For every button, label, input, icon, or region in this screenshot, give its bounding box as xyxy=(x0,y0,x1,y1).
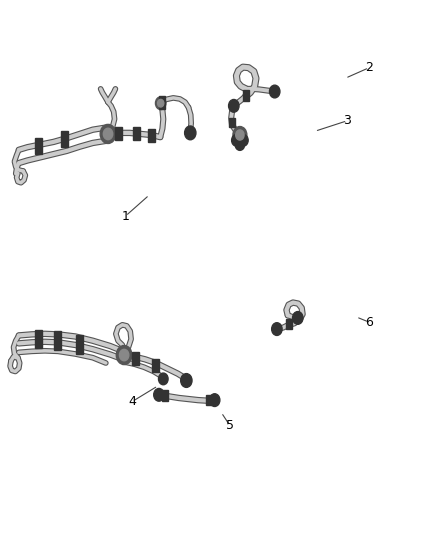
Circle shape xyxy=(185,126,196,140)
Circle shape xyxy=(120,349,129,361)
Bar xyxy=(148,129,155,142)
Text: 3: 3 xyxy=(343,114,351,127)
Bar xyxy=(133,127,140,140)
Circle shape xyxy=(103,128,113,140)
Bar xyxy=(132,352,139,366)
Text: 6: 6 xyxy=(365,316,373,329)
Bar xyxy=(35,330,42,349)
Bar xyxy=(162,390,168,401)
Bar xyxy=(286,319,292,328)
Bar xyxy=(206,395,212,406)
Text: 5: 5 xyxy=(226,419,234,432)
Circle shape xyxy=(158,99,164,107)
Circle shape xyxy=(155,97,166,110)
Circle shape xyxy=(235,139,245,150)
Bar xyxy=(116,127,122,140)
Circle shape xyxy=(233,126,247,143)
Circle shape xyxy=(232,134,241,146)
Circle shape xyxy=(236,130,244,140)
Circle shape xyxy=(229,100,239,112)
Circle shape xyxy=(209,394,220,407)
Circle shape xyxy=(100,124,116,143)
Bar xyxy=(159,95,165,109)
Circle shape xyxy=(116,345,132,365)
Bar xyxy=(61,131,68,147)
Circle shape xyxy=(239,134,248,146)
Circle shape xyxy=(181,374,192,387)
Text: 1: 1 xyxy=(121,209,129,223)
Bar xyxy=(76,335,83,354)
Text: 4: 4 xyxy=(128,395,136,408)
Bar xyxy=(229,118,235,126)
Bar xyxy=(152,359,159,372)
Circle shape xyxy=(269,85,280,98)
Bar xyxy=(35,138,42,154)
Circle shape xyxy=(159,373,168,385)
Text: 2: 2 xyxy=(365,61,373,74)
Circle shape xyxy=(293,312,303,324)
Circle shape xyxy=(154,389,164,401)
Bar xyxy=(243,91,250,101)
Bar xyxy=(54,332,61,350)
Circle shape xyxy=(272,322,282,335)
